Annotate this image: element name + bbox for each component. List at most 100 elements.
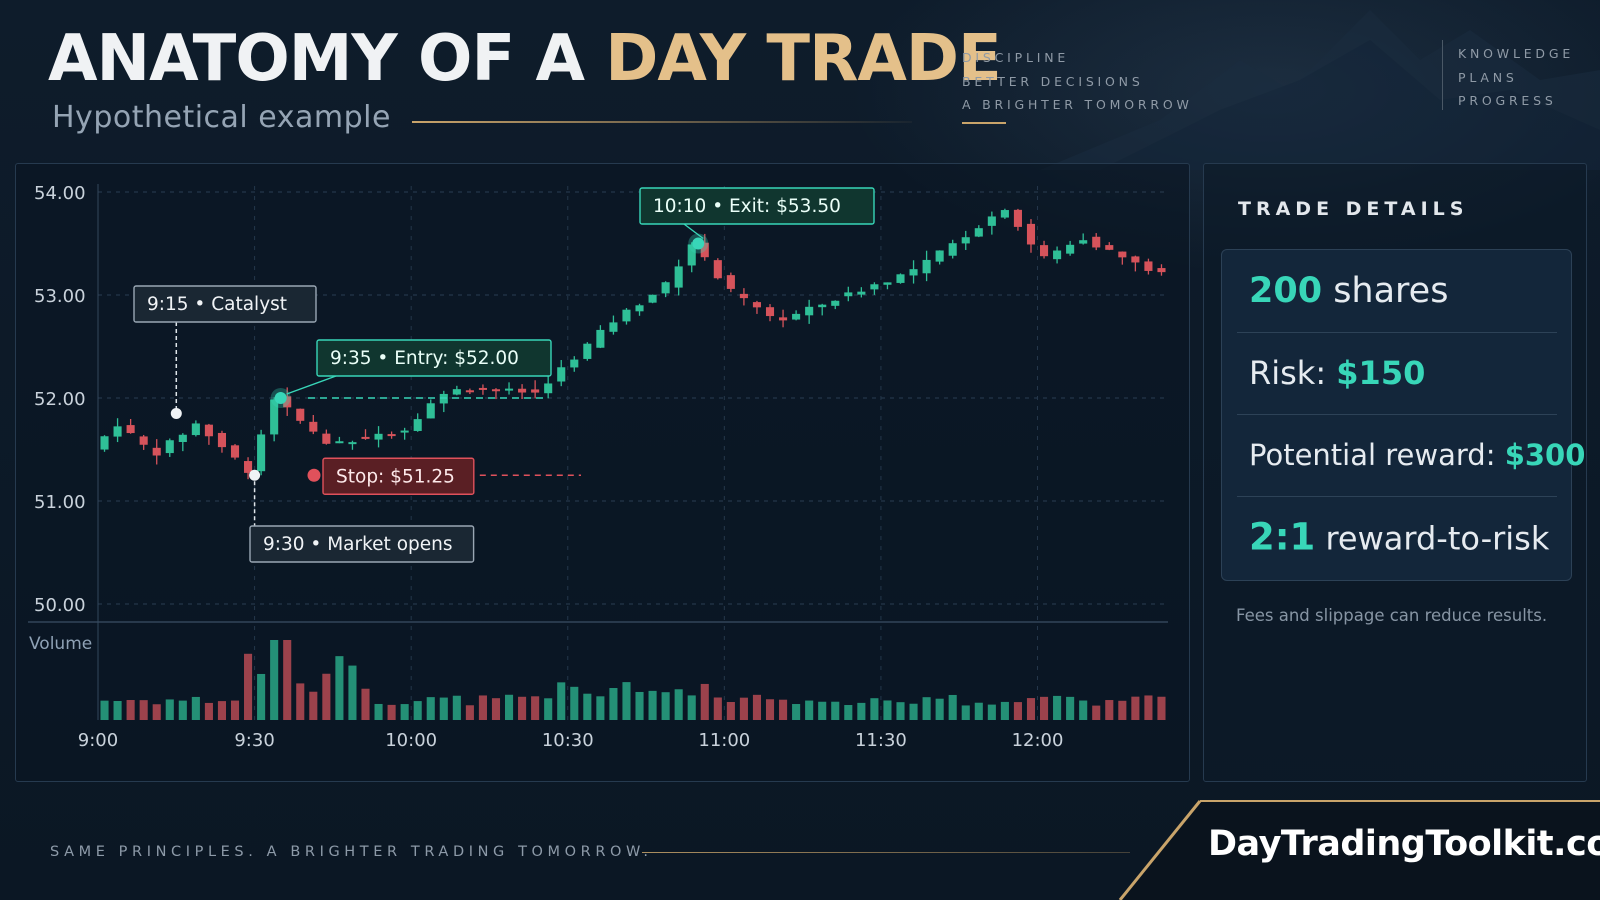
volume-bar <box>191 696 200 720</box>
volume-bar <box>426 697 435 720</box>
title-white-part: ANATOMY OF A <box>48 22 606 96</box>
reward-value: $300 <box>1504 438 1586 472</box>
candle-body <box>504 388 514 391</box>
volume-bar <box>805 700 814 720</box>
volume-bar <box>257 673 266 720</box>
candle-body <box>478 387 487 390</box>
volume-bar <box>465 705 474 720</box>
candle-body <box>1079 240 1088 244</box>
volume-bar <box>622 682 631 720</box>
volume-bar <box>1092 705 1101 720</box>
volume-bar <box>387 704 396 720</box>
trade-details-panel: TRADE DETAILS 200 shares Risk: $150 Pote… <box>1203 163 1587 782</box>
volume-bar <box>518 696 527 720</box>
risk-row: Risk: $150 <box>1237 332 1557 415</box>
volume-bar <box>478 695 487 720</box>
annotation-label: 9:15 • Catalyst <box>147 294 287 315</box>
candle-body <box>191 423 200 436</box>
x-tick-label: 10:30 <box>542 730 594 751</box>
volume-bar <box>726 702 735 720</box>
volume-bar <box>844 705 853 720</box>
volume-bar <box>1131 696 1140 720</box>
volume-bar <box>596 696 605 720</box>
volume-bar <box>570 686 579 720</box>
candle-body <box>779 317 788 321</box>
fees-note: Fees and slippage can reduce results. <box>1236 606 1548 625</box>
footer-domain-link[interactable]: DayTradingToolkit.com <box>1208 824 1600 864</box>
volume-bar <box>896 702 905 720</box>
candle-body <box>544 383 553 394</box>
volume-bar <box>1053 695 1062 720</box>
ratio-text: reward-to-risk <box>1315 519 1550 558</box>
candle-body <box>1066 244 1075 254</box>
volume-bar <box>230 700 240 720</box>
annotation-label: 9:30 • Market opens <box>263 534 453 555</box>
candle-body <box>739 293 748 299</box>
x-tick-label: 11:30 <box>855 730 907 751</box>
volume-bar <box>648 690 657 720</box>
ratio-value: 2:1 <box>1249 515 1316 559</box>
y-tick-label: 53.00 <box>34 286 86 307</box>
tagline-underline <box>962 121 1006 124</box>
volume-bar <box>635 691 644 720</box>
tagline-item: PROGRESS <box>1458 93 1557 108</box>
candle-body <box>765 307 775 317</box>
candle-body <box>818 304 827 308</box>
candle-body <box>805 306 814 316</box>
volume-bar <box>909 703 918 720</box>
volume-bar <box>283 640 292 720</box>
candle-body <box>426 403 435 419</box>
candle-body <box>452 389 461 395</box>
candle-body <box>1105 245 1114 250</box>
candle-body <box>413 419 422 431</box>
volume-bar <box>870 698 879 720</box>
candle-body <box>622 309 631 322</box>
candle-body <box>465 390 474 393</box>
risk-label: Risk: <box>1249 354 1337 392</box>
candle-body <box>661 282 670 294</box>
volume-bar <box>544 698 553 720</box>
annotation-box <box>316 339 552 377</box>
candle-body <box>1092 236 1101 248</box>
volume-bar <box>491 698 501 720</box>
y-tick-label: 50.00 <box>34 595 86 616</box>
volume-bar <box>883 700 892 720</box>
tagline-item: A BRIGHTER TOMORROW <box>962 97 1193 112</box>
stop-marker <box>307 468 321 482</box>
volume-bar <box>1026 698 1036 720</box>
candle-body <box>961 237 970 244</box>
x-tick-label: 9:00 <box>78 730 118 751</box>
volume-bar <box>661 692 670 720</box>
candle-body <box>948 243 957 256</box>
reward-label: Potential reward: <box>1249 438 1505 472</box>
volume-bar <box>779 699 788 720</box>
volume-bar <box>831 701 840 720</box>
tagline-block-right: KNOWLEDGE PLANS PROGRESS <box>1458 42 1574 113</box>
trade-details-title: TRADE DETAILS <box>1238 198 1469 220</box>
tagline-item: KNOWLEDGE <box>1458 46 1575 61</box>
x-tick-label: 12:00 <box>1012 730 1064 751</box>
y-tick-label: 51.00 <box>34 492 86 513</box>
candle-body <box>139 436 148 445</box>
candlestick-chart: 54.00 53.00 52.00 51.00 50.00 9:00 9:30 10:00 10… <box>28 183 1168 751</box>
y-tick-label: 52.00 <box>34 389 86 410</box>
candle-body <box>557 367 566 382</box>
candle-body <box>909 269 918 276</box>
candle-body <box>713 260 722 279</box>
candle-body <box>896 274 905 283</box>
annotation-box <box>249 525 475 563</box>
shares-text: shares <box>1322 271 1449 311</box>
candle-body <box>596 329 605 348</box>
candle-body <box>700 242 709 258</box>
volume-bar <box>139 700 148 720</box>
volume-bar <box>1144 695 1153 720</box>
trade-details-card: 200 shares Risk: $150 Potential reward: … <box>1221 249 1585 581</box>
exit-marker <box>692 237 705 250</box>
candle-body <box>570 359 579 368</box>
volume-bar <box>583 693 592 720</box>
candle-body <box>348 442 357 445</box>
volume-bar <box>113 700 122 720</box>
volume-bar <box>935 698 944 720</box>
volume-bar <box>152 704 161 720</box>
volume-bar <box>178 700 187 720</box>
